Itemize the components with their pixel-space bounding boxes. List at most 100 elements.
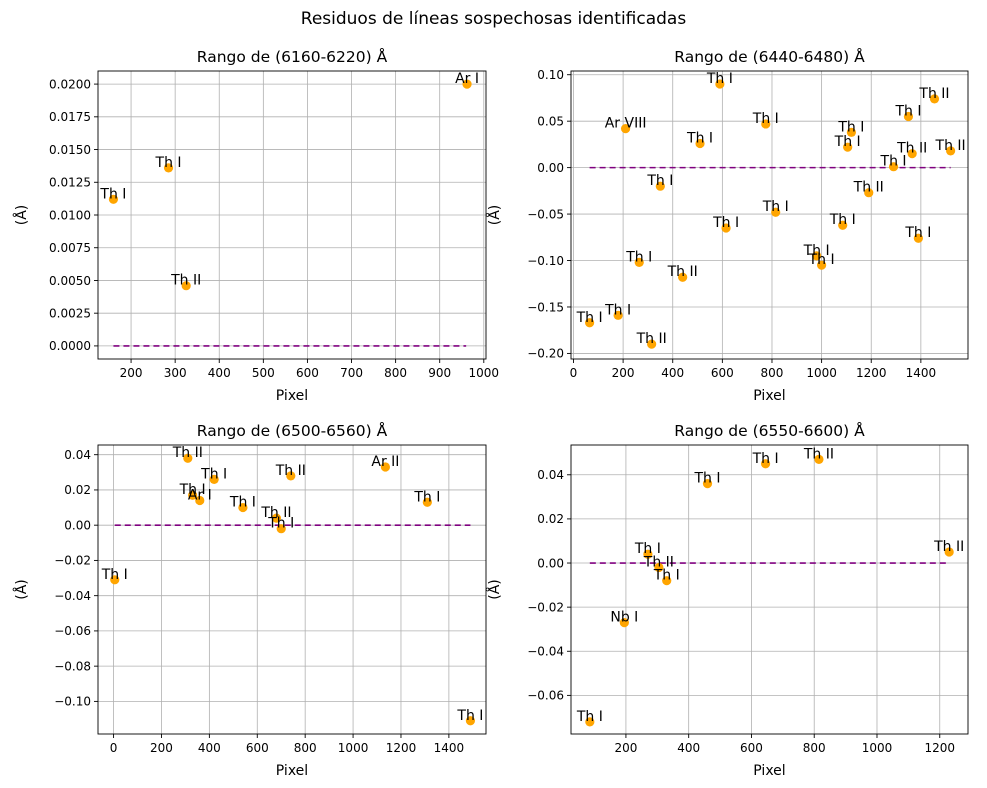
x-tick-label: 1000 — [338, 741, 369, 755]
data-point — [814, 454, 824, 464]
data-point — [760, 459, 771, 469]
point-label: Th I — [706, 71, 733, 87]
y-axis-label: (Å) — [13, 579, 30, 600]
x-tick-label: 1400 — [906, 366, 937, 380]
y-tick-label: −0.02 — [54, 554, 91, 568]
data-point — [465, 716, 476, 726]
point-label: Th I — [653, 568, 680, 584]
x-axis-label: Pixel — [753, 388, 785, 404]
data-point — [843, 142, 853, 152]
x-tick-label: 200 — [150, 741, 173, 755]
point-label: Ar VIII — [605, 116, 647, 132]
data-point — [271, 513, 282, 523]
point-label: Th I — [101, 567, 128, 583]
grid — [98, 71, 486, 359]
subplot-title: Rango de (6440-6480) Å — [674, 47, 865, 66]
data-point — [619, 617, 629, 628]
x-tick-label: 1200 — [924, 741, 955, 755]
point-label: Th II — [667, 264, 698, 280]
y-tick-label: 0.0150 — [49, 143, 91, 157]
point-label: Th II — [260, 505, 291, 521]
x-tick-label: 800 — [803, 741, 826, 755]
y-tick-label: 0.0025 — [49, 306, 91, 320]
y-tick-label: −0.06 — [527, 689, 564, 703]
x-tick-label: 800 — [294, 741, 317, 755]
data-point — [913, 233, 923, 243]
y-tick-label: 0.02 — [64, 483, 91, 497]
subplot-title: Rango de (6550-6600) Å — [674, 421, 865, 440]
x-tick-label: 800 — [384, 366, 407, 380]
data-point — [721, 223, 731, 233]
point-label: Th I — [99, 186, 126, 202]
axes-frame — [97, 444, 487, 735]
point-label: Th I — [646, 173, 673, 189]
figure-title: Residuos de líneas sospechosas identific… — [301, 9, 687, 29]
point-label: Th I — [803, 243, 830, 259]
point-label: Th I — [267, 516, 294, 532]
data-point — [195, 495, 205, 506]
point-label: Th I — [456, 708, 483, 724]
data-point — [864, 188, 874, 198]
point-label: Th I — [834, 134, 861, 150]
data-point — [907, 149, 917, 159]
point-label: Th I — [752, 111, 779, 127]
data-point — [812, 251, 822, 261]
x-tick-label: 400 — [208, 366, 231, 380]
data-point — [110, 575, 120, 585]
y-tick-label: −0.05 — [527, 207, 564, 221]
data-point — [183, 453, 193, 463]
subplot-title: Rango de (6160-6220) Å — [197, 47, 388, 66]
x-tick-label: 1200 — [386, 741, 417, 755]
data-point — [838, 220, 848, 230]
y-tick-label: 0.00 — [537, 161, 564, 175]
point-label: Th I — [880, 154, 907, 170]
y-tick-label: −0.10 — [54, 695, 91, 709]
y-tick-label: 0.04 — [64, 448, 91, 462]
data-point — [286, 471, 296, 481]
subplot-2: Th I Th I Ar VIII Th I Th II Th I Th II Th I Th … — [486, 47, 969, 404]
y-tick-label: −0.20 — [527, 347, 564, 361]
grid — [98, 445, 486, 734]
y-axis-label: (Å) — [486, 579, 503, 600]
data-point — [678, 272, 688, 282]
data-point — [771, 207, 781, 217]
point-label: Ar I — [455, 71, 479, 87]
data-point — [238, 502, 248, 513]
x-tick-label: 300 — [164, 366, 187, 380]
point-label: Th I — [712, 215, 739, 231]
data-point — [654, 562, 664, 573]
y-tick-label: −0.04 — [527, 645, 564, 659]
y-axis-label: (Å) — [486, 205, 503, 226]
y-tick-label: −0.15 — [527, 300, 564, 314]
point-label: Th I — [694, 471, 721, 487]
point-label: Th II — [918, 86, 949, 102]
x-tick-label: 200 — [612, 366, 635, 380]
x-tick-label: 1400 — [434, 741, 465, 755]
x-tick-label: 600 — [711, 366, 734, 380]
point-label: Th I — [200, 466, 227, 482]
point-label: Th I — [155, 155, 182, 171]
y-tick-label: 0.00 — [537, 556, 564, 570]
point-label: Th I — [576, 709, 603, 725]
y-tick-label: −0.08 — [54, 659, 91, 673]
point-label: Th I — [604, 302, 631, 318]
point-label: Th II — [803, 446, 834, 462]
data-point — [655, 181, 665, 191]
data-point — [817, 260, 827, 270]
data-point — [634, 257, 644, 267]
x-tick-label: 400 — [198, 741, 221, 755]
point-label: Th I — [413, 489, 440, 505]
x-axis-label: Pixel — [276, 763, 308, 779]
y-tick-label: −0.10 — [527, 254, 564, 268]
data-point — [613, 310, 623, 320]
x-tick-label: 400 — [661, 366, 684, 380]
data-point — [422, 497, 432, 507]
x-tick-label: 600 — [246, 741, 269, 755]
y-tick-label: 0.0050 — [49, 274, 91, 288]
y-tick-label: 0.0200 — [49, 77, 91, 91]
data-point — [695, 138, 705, 149]
x-tick-label: 0 — [570, 366, 578, 380]
